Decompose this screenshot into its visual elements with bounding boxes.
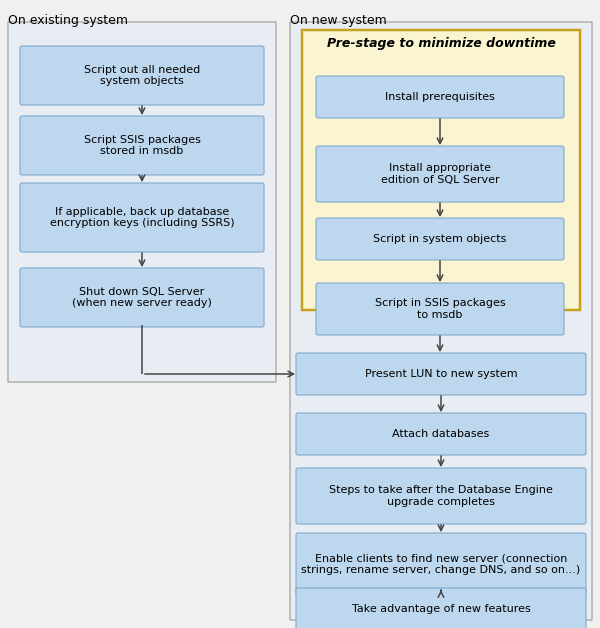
Text: Enable clients to find new server (connection
strings, rename server, change DNS: Enable clients to find new server (conne… [301, 553, 581, 575]
Text: Script in system objects: Script in system objects [373, 234, 506, 244]
FancyBboxPatch shape [296, 533, 586, 595]
Text: Script out all needed
system objects: Script out all needed system objects [84, 65, 200, 86]
FancyBboxPatch shape [316, 76, 564, 118]
Text: Pre-stage to minimize downtime: Pre-stage to minimize downtime [326, 38, 556, 50]
FancyBboxPatch shape [290, 22, 592, 620]
Text: Take advantage of new features: Take advantage of new features [352, 604, 530, 614]
FancyBboxPatch shape [316, 146, 564, 202]
FancyBboxPatch shape [20, 46, 264, 105]
FancyBboxPatch shape [20, 183, 264, 252]
FancyBboxPatch shape [296, 468, 586, 524]
FancyBboxPatch shape [296, 353, 586, 395]
Text: Script SSIS packages
stored in msdb: Script SSIS packages stored in msdb [83, 134, 200, 156]
FancyBboxPatch shape [296, 413, 586, 455]
Text: If applicable, back up database
encryption keys (including SSRS): If applicable, back up database encrypti… [50, 207, 235, 229]
FancyBboxPatch shape [296, 588, 586, 628]
FancyBboxPatch shape [20, 268, 264, 327]
Text: Steps to take after the Database Engine
upgrade completes: Steps to take after the Database Engine … [329, 485, 553, 507]
FancyBboxPatch shape [8, 22, 276, 382]
FancyBboxPatch shape [316, 218, 564, 260]
Text: On existing system: On existing system [8, 14, 128, 27]
Text: Shut down SQL Server
(when new server ready): Shut down SQL Server (when new server re… [72, 287, 212, 308]
FancyBboxPatch shape [302, 30, 580, 310]
Text: On new system: On new system [290, 14, 387, 27]
Text: Install prerequisites: Install prerequisites [385, 92, 495, 102]
FancyBboxPatch shape [20, 116, 264, 175]
Text: Present LUN to new system: Present LUN to new system [365, 369, 517, 379]
Text: Install appropriate
edition of SQL Server: Install appropriate edition of SQL Serve… [380, 163, 499, 185]
FancyBboxPatch shape [316, 283, 564, 335]
Text: Attach databases: Attach databases [392, 429, 490, 439]
Text: Script in SSIS packages
to msdb: Script in SSIS packages to msdb [374, 298, 505, 320]
